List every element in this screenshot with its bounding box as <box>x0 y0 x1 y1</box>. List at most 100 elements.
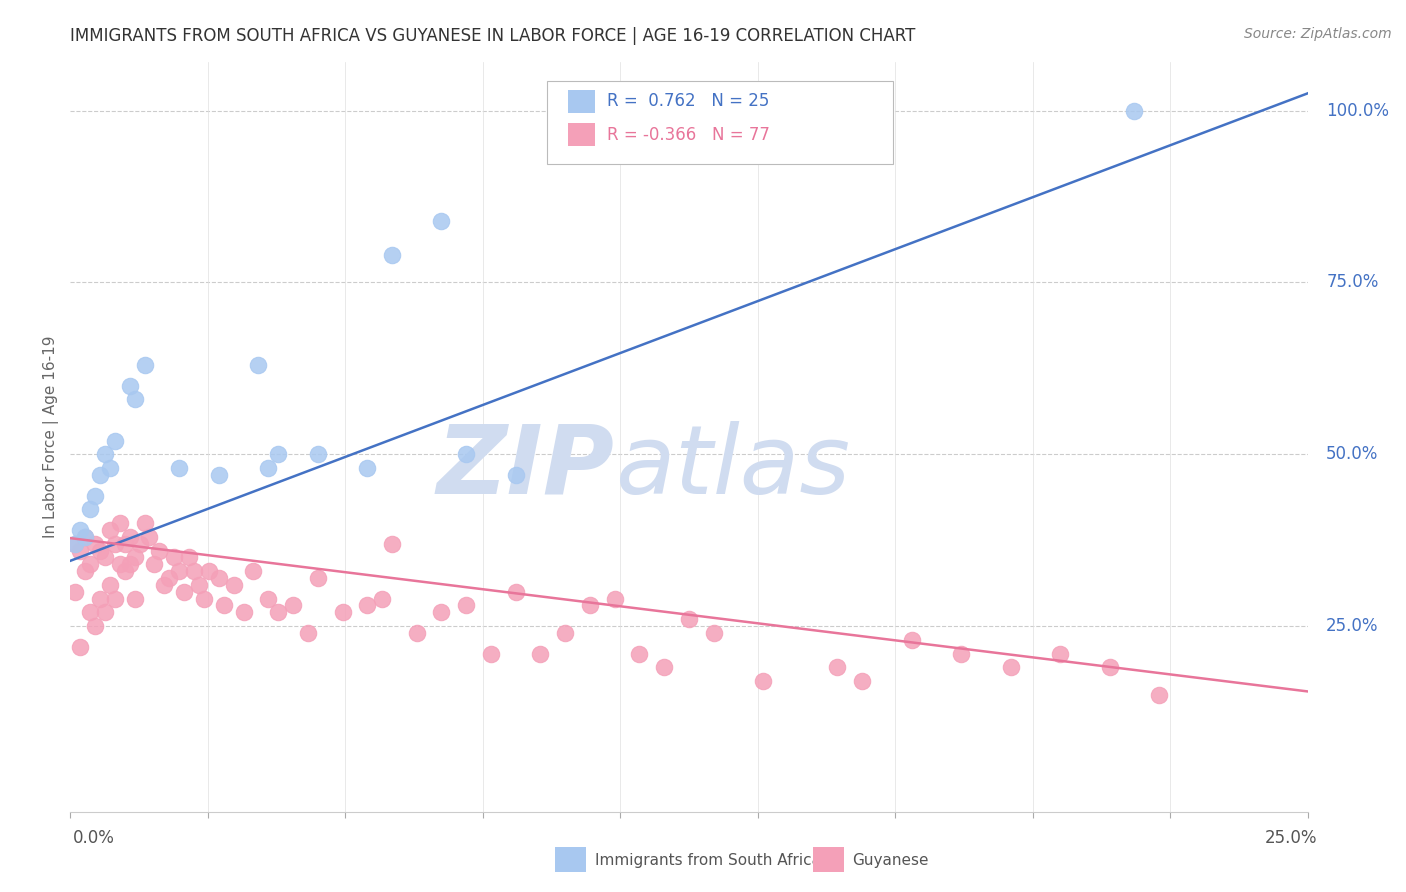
Point <box>430 606 453 620</box>
Point <box>1049 647 1071 661</box>
Text: 25.0%: 25.0% <box>1265 829 1317 847</box>
Point <box>851 96 873 111</box>
Point <box>851 674 873 689</box>
Point <box>1147 688 1170 702</box>
FancyBboxPatch shape <box>568 89 595 112</box>
Point <box>405 626 427 640</box>
Point <box>430 213 453 227</box>
Point <box>381 248 404 262</box>
Point <box>183 564 205 578</box>
Point <box>89 543 111 558</box>
Point <box>752 674 775 689</box>
Point <box>69 523 91 537</box>
Point <box>89 591 111 606</box>
Text: atlas: atlas <box>614 420 849 514</box>
Point <box>143 558 166 572</box>
Point <box>128 536 150 550</box>
Point <box>124 550 146 565</box>
Point <box>69 640 91 654</box>
Text: 100.0%: 100.0% <box>1326 102 1389 120</box>
Point <box>188 578 211 592</box>
Point <box>505 467 527 482</box>
Point <box>1000 660 1022 674</box>
Point <box>193 591 215 606</box>
Point <box>297 626 319 640</box>
Point <box>65 536 87 550</box>
Text: Immigrants from South Africa: Immigrants from South Africa <box>595 854 821 868</box>
Point <box>371 591 394 606</box>
Point <box>108 516 131 530</box>
Point <box>1123 103 1146 118</box>
Point <box>124 591 146 606</box>
Y-axis label: In Labor Force | Age 16-19: In Labor Force | Age 16-19 <box>44 335 59 539</box>
Point <box>222 578 245 592</box>
Point <box>167 461 190 475</box>
Point <box>98 523 121 537</box>
Point <box>267 606 290 620</box>
Text: R =  0.762   N = 25: R = 0.762 N = 25 <box>607 92 769 110</box>
FancyBboxPatch shape <box>568 123 595 146</box>
Point <box>148 543 170 558</box>
Point <box>628 647 651 661</box>
Point <box>479 647 502 661</box>
Text: 50.0%: 50.0% <box>1326 445 1378 463</box>
Point <box>75 530 97 544</box>
Point <box>94 606 117 620</box>
Point <box>118 558 141 572</box>
Point <box>529 647 551 661</box>
Point <box>65 536 87 550</box>
Point <box>104 434 127 448</box>
Point <box>554 626 576 640</box>
Point <box>267 447 290 461</box>
Point <box>118 530 141 544</box>
Point <box>89 467 111 482</box>
Point <box>138 530 160 544</box>
Point <box>118 378 141 392</box>
Point <box>332 606 354 620</box>
Point <box>198 564 221 578</box>
Point <box>98 461 121 475</box>
Point <box>114 564 136 578</box>
Point <box>356 461 378 475</box>
Point <box>307 447 329 461</box>
Text: 0.0%: 0.0% <box>73 829 115 847</box>
Point <box>65 584 87 599</box>
Point <box>134 358 156 372</box>
Point <box>94 550 117 565</box>
Point <box>84 619 107 633</box>
Point <box>79 502 101 516</box>
Point <box>950 647 973 661</box>
Point <box>173 584 195 599</box>
Point <box>900 632 922 647</box>
Text: Guyanese: Guyanese <box>852 854 928 868</box>
Text: Source: ZipAtlas.com: Source: ZipAtlas.com <box>1244 27 1392 41</box>
Point <box>84 489 107 503</box>
Point <box>242 564 264 578</box>
Point <box>247 358 270 372</box>
Point <box>79 606 101 620</box>
Point <box>307 571 329 585</box>
Point <box>163 550 186 565</box>
Point <box>678 612 700 626</box>
Point <box>153 578 176 592</box>
Point <box>79 558 101 572</box>
Point <box>456 599 478 613</box>
Point <box>104 591 127 606</box>
Point <box>703 626 725 640</box>
Point <box>94 447 117 461</box>
Text: 25.0%: 25.0% <box>1326 617 1379 635</box>
Point <box>167 564 190 578</box>
Point <box>134 516 156 530</box>
FancyBboxPatch shape <box>547 81 893 163</box>
Text: 75.0%: 75.0% <box>1326 274 1378 292</box>
Point <box>356 599 378 613</box>
Point <box>208 467 231 482</box>
Point <box>104 536 127 550</box>
Text: R = -0.366   N = 77: R = -0.366 N = 77 <box>607 126 770 144</box>
Point <box>1098 660 1121 674</box>
Point <box>827 660 849 674</box>
Point <box>69 543 91 558</box>
Point <box>124 392 146 407</box>
Point <box>652 660 675 674</box>
Point <box>208 571 231 585</box>
